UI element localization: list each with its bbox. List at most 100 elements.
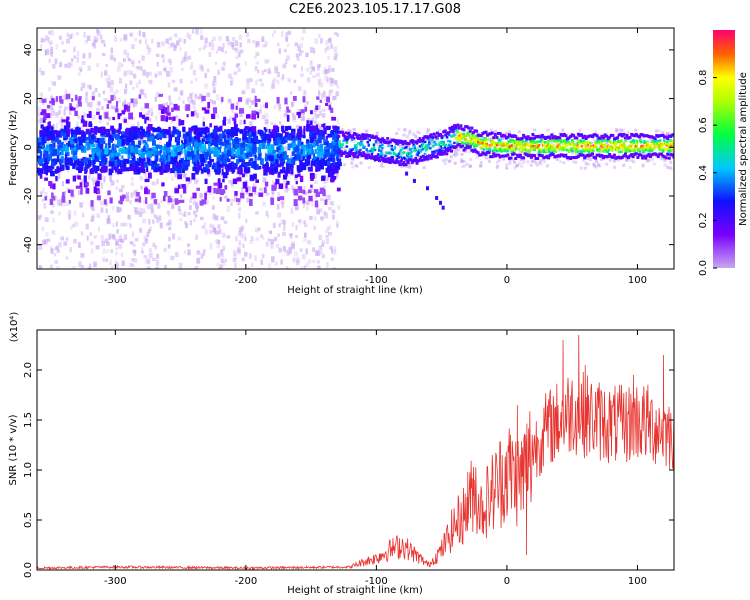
spectrogram-cell — [254, 102, 258, 107]
spectrogram-cell — [205, 126, 209, 130]
spectrogram-cell — [39, 131, 44, 138]
spectrogram-cell — [596, 138, 599, 142]
spectrogram-cell — [105, 128, 111, 132]
spectrogram-cell — [243, 129, 247, 136]
spectrogram-cell — [302, 96, 306, 103]
spectrogram-cell — [619, 142, 622, 146]
spectrogram-cell — [130, 126, 134, 133]
spectrogram-cell — [207, 186, 212, 193]
spectrogram-speckle — [70, 225, 73, 230]
spectrogram-cell — [270, 144, 275, 151]
spectrogram-speckle — [497, 158, 501, 162]
spectrogram-cell — [437, 133, 441, 137]
spectrogram-cell — [457, 137, 460, 140]
spectrogram-speckle — [453, 129, 457, 133]
spectrogram-cell — [634, 152, 638, 156]
spectrogram-cell — [451, 145, 455, 149]
spectrogram-cell — [154, 160, 158, 166]
spectrogram-speckle — [179, 78, 183, 84]
spectrogram-speckle — [448, 159, 452, 163]
spectrogram-cell — [598, 147, 601, 151]
spectrogram-speckle — [469, 158, 473, 162]
spectrogram-cell — [600, 134, 604, 138]
spectrogram-cell — [570, 133, 574, 137]
spectrogram-cell — [118, 123, 122, 130]
spectrogram-cell — [201, 95, 206, 102]
spectrogram-cell — [620, 139, 623, 142]
spectrogram-cell — [450, 149, 454, 153]
spectrogram-speckle — [103, 43, 106, 47]
spectrogram-speckle — [355, 164, 359, 168]
spectrogram-cell — [232, 178, 238, 185]
spectrogram-speckle — [303, 236, 307, 242]
spectrogram-cell — [319, 187, 325, 195]
spectrogram-cell — [503, 143, 506, 147]
spectrogram-cell — [114, 159, 117, 166]
spectrogram-speckle — [376, 140, 380, 144]
spectrogram-cell — [311, 158, 317, 165]
spectrogram-speckle — [241, 90, 246, 95]
spectrogram-cell — [324, 149, 329, 153]
spectrogram-cell — [365, 156, 369, 160]
spectrogram-cell — [462, 128, 466, 132]
spectrogram-cell — [648, 135, 652, 139]
spectrogram-speckle — [318, 208, 323, 213]
spectrogram-cell — [391, 156, 395, 159]
spectrogram-cell — [658, 139, 662, 142]
spectrogram-speckle — [196, 178, 200, 182]
spectrogram-cell — [67, 140, 71, 147]
spectrogram-cell — [68, 189, 71, 194]
spectrogram-cell — [479, 142, 482, 145]
spectrogram-cell — [668, 146, 671, 150]
spectrogram-speckle — [170, 206, 174, 210]
spectrogram-speckle — [328, 101, 332, 108]
spectrogram-speckle — [284, 249, 288, 253]
spectrogram-cell — [96, 111, 100, 115]
spectrogram-cell — [341, 133, 345, 137]
spectrogram-cell — [119, 195, 125, 202]
spectrogram-speckle — [47, 106, 52, 111]
spectrogram-cell — [642, 134, 646, 138]
spectrogram-speckle — [280, 259, 283, 265]
spectrogram-cell — [431, 136, 435, 140]
spectrogram-speckle — [255, 186, 258, 190]
spectrogram-speckle — [147, 169, 152, 174]
spectrogram-speckle — [300, 37, 304, 41]
spectrogram-speckle — [261, 36, 265, 43]
spectrogram-speckle — [309, 60, 313, 65]
spectrogram-cell — [461, 141, 464, 145]
spectrogram-speckle — [240, 232, 243, 238]
spectrogram-speckle — [39, 117, 44, 124]
spectrogram-cell — [529, 136, 533, 140]
spectrogram-speckle — [107, 116, 112, 121]
spectrogram-speckle — [214, 81, 217, 86]
spectrogram-speckle — [69, 110, 72, 115]
spectrogram-speckle — [127, 214, 131, 220]
spectrogram-speckle — [60, 122, 64, 128]
spectrogram-speckle — [155, 267, 159, 269]
spectrogram-cell — [635, 139, 639, 143]
spectrogram-cell — [104, 132, 110, 138]
spectrogram-cell — [423, 146, 427, 149]
spectrogram-cell — [262, 142, 265, 148]
spectrogram-cell — [158, 144, 163, 149]
spectrogram-speckle — [313, 120, 317, 124]
spectrogram-cell — [245, 114, 251, 119]
spectrogram-speckle — [107, 75, 111, 80]
spectrogram-cell — [486, 150, 490, 154]
spectrogram-speckle — [247, 186, 252, 192]
spectrogram-speckle — [295, 260, 300, 266]
spectrogram-speckle — [277, 191, 281, 197]
spectrogram-speckle — [55, 112, 58, 116]
spectrogram-cell — [166, 141, 171, 147]
spectrogram-cell — [378, 144, 382, 148]
spectrogram-cell — [210, 147, 215, 151]
spectrogram-cell — [315, 130, 319, 135]
spectrogram-cell — [122, 160, 127, 168]
spectrogram-speckle — [545, 139, 549, 143]
spectrogram-speckle — [86, 235, 89, 241]
spectrogram-cell — [73, 162, 77, 167]
spectrogram-speckle — [284, 110, 288, 116]
spectrogram-speckle — [219, 264, 222, 268]
spectrogram-speckle — [239, 227, 243, 233]
